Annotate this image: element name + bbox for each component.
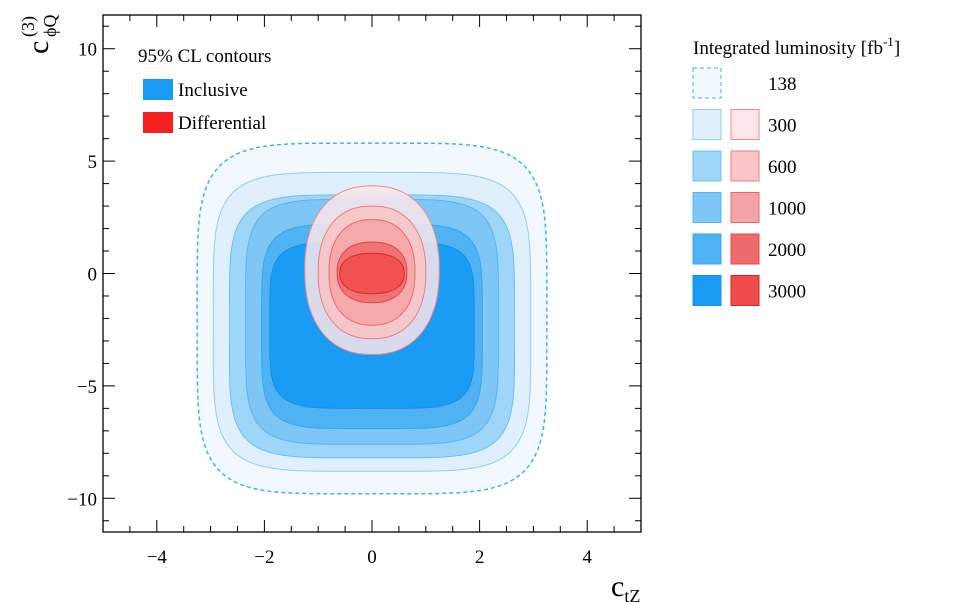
inset-legend-title: 95% CL contours xyxy=(138,46,271,67)
legend-label-300: 300 xyxy=(768,116,797,137)
legend-swatch-differential-2000 xyxy=(730,233,760,265)
legend-swatch-differential-3000 xyxy=(730,275,760,306)
luminosity-legend-title-text: Integrated luminosity [fb xyxy=(693,38,883,59)
x-tick-label: 0 xyxy=(367,547,377,568)
y-tick-label: 0 xyxy=(88,265,98,286)
legend-label-600: 600 xyxy=(768,157,797,178)
luminosity-legend: Integrated luminosity [fb-1] 138 300 600 10… xyxy=(692,34,900,306)
contour-layer xyxy=(196,142,548,495)
legend-swatch-differential-600 xyxy=(730,150,760,182)
legend-label-3000: 3000 xyxy=(768,282,806,303)
legend-label-2000: 2000 xyxy=(768,240,806,261)
x-tick-label: 2 xyxy=(475,547,485,568)
y-tick-label: −10 xyxy=(67,489,97,510)
luminosity-legend-title-end: ] xyxy=(894,38,900,59)
legend-swatch-inclusive-2000 xyxy=(692,233,722,265)
legend-swatch-inclusive-300 xyxy=(692,109,722,140)
x-tick-label: −4 xyxy=(147,547,168,568)
y-tick-label: 10 xyxy=(78,40,97,61)
y-axis-title-sup: (3) xyxy=(18,16,39,37)
inclusive-swatch xyxy=(143,79,173,100)
x-axis-title: ctZ xyxy=(611,570,640,602)
luminosity-legend-title: Integrated luminosity [fb-1] xyxy=(693,34,900,59)
x-axis-title-sub: tZ xyxy=(624,586,640,602)
legend-swatch-inclusive-3000 xyxy=(692,275,722,306)
y-axis-title: c (3) ϕQ xyxy=(18,15,60,54)
differential-label: Differential xyxy=(178,113,266,134)
luminosity-legend-title-sup: -1 xyxy=(883,34,894,49)
differential-swatch xyxy=(143,112,173,133)
legend-swatch-inclusive-600 xyxy=(692,150,722,182)
legend-label-1000: 1000 xyxy=(768,199,806,220)
x-tick-label: −2 xyxy=(254,547,274,568)
y-axis-title-sub: ϕQ xyxy=(40,15,60,37)
y-tick-label: 5 xyxy=(88,152,98,173)
legend-swatch-inclusive-138 xyxy=(692,67,722,99)
legend-swatch-differential-300 xyxy=(730,109,760,140)
x-tick-label: 4 xyxy=(582,547,592,568)
contour-differential-3000 xyxy=(339,252,405,295)
inclusive-label: Inclusive xyxy=(178,80,248,101)
legend-label-138: 138 xyxy=(768,74,797,95)
y-axis-title-main: c xyxy=(22,41,55,54)
inset-legend: 95% CL contours Inclusive Differential xyxy=(138,46,271,134)
legend-swatch-differential-1000 xyxy=(730,192,760,223)
legend-swatch-inclusive-1000 xyxy=(692,192,722,223)
y-tick-label: −5 xyxy=(77,377,97,398)
x-axis-title-main: c xyxy=(611,570,624,602)
tick-layer: −4 −2 0 2 4 −10 −5 0 5 10 xyxy=(67,15,642,568)
